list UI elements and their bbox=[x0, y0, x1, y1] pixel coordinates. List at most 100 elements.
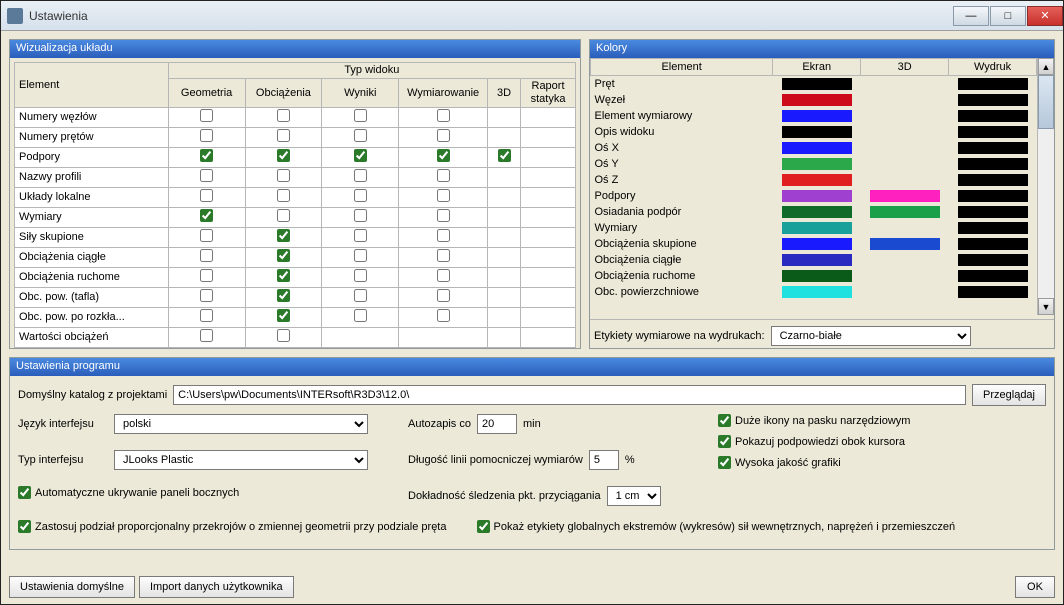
ok-button[interactable]: OK bbox=[1015, 576, 1055, 598]
color-swatch-cell[interactable] bbox=[773, 140, 861, 156]
grid-checkbox[interactable] bbox=[437, 129, 450, 142]
color-swatch[interactable] bbox=[958, 222, 1028, 234]
color-swatch-cell[interactable] bbox=[949, 220, 1037, 236]
color-swatch[interactable] bbox=[958, 126, 1028, 138]
grid-checkbox[interactable] bbox=[437, 249, 450, 262]
color-swatch[interactable] bbox=[870, 238, 940, 250]
grid-checkbox[interactable] bbox=[200, 189, 213, 202]
grid-checkbox[interactable] bbox=[277, 129, 290, 142]
color-swatch-cell[interactable] bbox=[949, 188, 1037, 204]
color-swatch-cell[interactable] bbox=[861, 124, 949, 140]
dim-labels-select[interactable]: Czarno-białe bbox=[771, 326, 971, 346]
color-swatch-cell[interactable] bbox=[773, 76, 861, 92]
color-swatch-cell[interactable] bbox=[861, 156, 949, 172]
grid-checkbox[interactable] bbox=[200, 309, 213, 322]
color-swatch-cell[interactable] bbox=[861, 220, 949, 236]
grid-checkbox[interactable] bbox=[277, 149, 290, 162]
color-swatch-cell[interactable] bbox=[861, 108, 949, 124]
grid-checkbox[interactable] bbox=[277, 209, 290, 222]
auto-hide-check[interactable] bbox=[18, 486, 31, 499]
color-swatch[interactable] bbox=[782, 190, 852, 202]
grid-checkbox[interactable] bbox=[354, 189, 367, 202]
grid-checkbox[interactable] bbox=[354, 109, 367, 122]
grid-checkbox[interactable] bbox=[437, 209, 450, 222]
grid-checkbox[interactable] bbox=[200, 289, 213, 302]
color-swatch[interactable] bbox=[958, 238, 1028, 250]
color-swatch-cell[interactable] bbox=[949, 284, 1037, 300]
color-swatch[interactable] bbox=[782, 286, 852, 298]
color-swatch-cell[interactable] bbox=[861, 76, 949, 92]
grid-checkbox[interactable] bbox=[200, 129, 213, 142]
grid-checkbox[interactable] bbox=[498, 149, 511, 162]
color-swatch-cell[interactable] bbox=[949, 252, 1037, 268]
grid-checkbox[interactable] bbox=[437, 309, 450, 322]
scroll-down-icon[interactable]: ▼ bbox=[1038, 298, 1054, 315]
default-dir-input[interactable] bbox=[173, 385, 966, 405]
color-swatch[interactable] bbox=[958, 142, 1028, 154]
grid-checkbox[interactable] bbox=[437, 269, 450, 282]
hq-check[interactable] bbox=[718, 456, 731, 469]
color-swatch[interactable] bbox=[958, 110, 1028, 122]
color-swatch-cell[interactable] bbox=[949, 92, 1037, 108]
grid-checkbox[interactable] bbox=[277, 189, 290, 202]
browse-button[interactable]: Przeglądaj bbox=[972, 384, 1046, 406]
scroll-thumb[interactable] bbox=[1038, 75, 1054, 129]
color-swatch-cell[interactable] bbox=[773, 268, 861, 284]
color-swatch-cell[interactable] bbox=[861, 188, 949, 204]
color-swatch[interactable] bbox=[958, 286, 1028, 298]
grid-checkbox[interactable] bbox=[277, 329, 290, 342]
grid-checkbox[interactable] bbox=[437, 229, 450, 242]
grid-checkbox[interactable] bbox=[200, 329, 213, 342]
color-swatch-cell[interactable] bbox=[773, 108, 861, 124]
grid-checkbox[interactable] bbox=[200, 149, 213, 162]
color-swatch-cell[interactable] bbox=[773, 204, 861, 220]
color-swatch[interactable] bbox=[958, 206, 1028, 218]
grid-checkbox[interactable] bbox=[354, 289, 367, 302]
color-swatch-cell[interactable] bbox=[773, 124, 861, 140]
grid-checkbox[interactable] bbox=[354, 269, 367, 282]
color-swatch-cell[interactable] bbox=[773, 236, 861, 252]
color-swatch-cell[interactable] bbox=[861, 236, 949, 252]
color-swatch[interactable] bbox=[958, 78, 1028, 90]
color-swatch-cell[interactable] bbox=[949, 124, 1037, 140]
color-swatch-cell[interactable] bbox=[949, 172, 1037, 188]
color-swatch[interactable] bbox=[782, 110, 852, 122]
color-swatch[interactable] bbox=[782, 254, 852, 266]
color-swatch[interactable] bbox=[782, 238, 852, 250]
color-swatch-cell[interactable] bbox=[861, 140, 949, 156]
autosave-input[interactable] bbox=[477, 414, 517, 434]
maximize-button[interactable]: □ bbox=[990, 6, 1026, 26]
import-button[interactable]: Import danych użytkownika bbox=[139, 576, 294, 598]
color-swatch[interactable] bbox=[958, 190, 1028, 202]
grid-checkbox[interactable] bbox=[277, 169, 290, 182]
tooltips-check[interactable] bbox=[718, 435, 731, 448]
color-swatch[interactable] bbox=[782, 206, 852, 218]
color-swatch[interactable] bbox=[958, 174, 1028, 186]
color-swatch-cell[interactable] bbox=[773, 92, 861, 108]
grid-checkbox[interactable] bbox=[277, 309, 290, 322]
color-swatch-cell[interactable] bbox=[773, 156, 861, 172]
big-icons-check[interactable] bbox=[718, 414, 731, 427]
color-swatch[interactable] bbox=[958, 158, 1028, 170]
color-swatch[interactable] bbox=[870, 190, 940, 202]
color-swatch[interactable] bbox=[958, 94, 1028, 106]
color-swatch[interactable] bbox=[958, 254, 1028, 266]
color-swatch[interactable] bbox=[782, 78, 852, 90]
grid-checkbox[interactable] bbox=[200, 249, 213, 262]
grid-checkbox[interactable] bbox=[354, 169, 367, 182]
grid-checkbox[interactable] bbox=[437, 289, 450, 302]
color-swatch-cell[interactable] bbox=[861, 284, 949, 300]
grid-checkbox[interactable] bbox=[354, 229, 367, 242]
grid-checkbox[interactable] bbox=[277, 289, 290, 302]
color-swatch-cell[interactable] bbox=[773, 284, 861, 300]
grid-checkbox[interactable] bbox=[354, 149, 367, 162]
color-swatch-cell[interactable] bbox=[949, 204, 1037, 220]
grid-checkbox[interactable] bbox=[437, 169, 450, 182]
color-swatch-cell[interactable] bbox=[861, 268, 949, 284]
snap-select[interactable]: 1 cm bbox=[607, 486, 661, 506]
color-swatch-cell[interactable] bbox=[773, 188, 861, 204]
grid-checkbox[interactable] bbox=[277, 269, 290, 282]
color-swatch[interactable] bbox=[782, 142, 852, 154]
color-swatch-cell[interactable] bbox=[949, 156, 1037, 172]
grid-checkbox[interactable] bbox=[277, 229, 290, 242]
